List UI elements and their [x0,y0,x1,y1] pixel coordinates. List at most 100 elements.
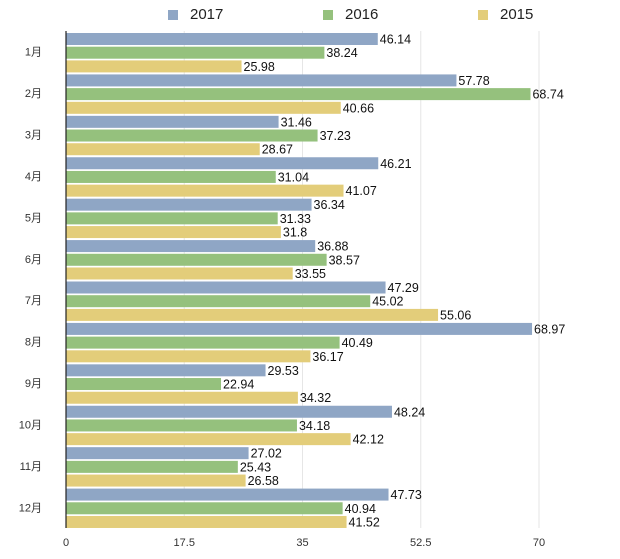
legend-swatch-2017 [168,9,178,20]
bar-2017 [66,240,316,253]
bar-value-label: 27.02 [251,447,282,461]
bar-2015 [66,474,246,487]
bar-value-label: 28.67 [262,143,293,157]
bar-value-label: 68.74 [532,88,563,102]
bar-value-label: 31.04 [278,170,309,184]
bar-2017 [66,281,386,294]
bar-2016 [66,46,325,59]
bar-value-label: 36.34 [314,198,345,212]
legend-swatch-2015 [478,9,488,20]
bar-2016 [66,460,238,473]
bar-value-label: 31.46 [281,115,312,129]
bar-2015 [66,226,281,239]
bar-2015 [66,515,347,528]
bar-value-label: 47.73 [391,488,422,502]
x-tick-label: 17.5 [174,537,195,549]
bar-value-label: 41.52 [349,515,380,529]
legend-label-2015: 2015 [500,6,534,23]
bar-value-label: 55.06 [440,308,471,322]
bar-value-label: 38.24 [326,46,357,60]
x-tick-label: 70 [533,537,545,549]
legend-label-2016: 2016 [345,6,379,23]
bar-value-label: 34.18 [299,419,330,433]
bar-value-label: 40.49 [342,336,373,350]
bar-value-label: 46.21 [380,157,411,171]
bar-value-label: 45.02 [372,295,403,309]
legend-label-2017: 2017 [190,6,224,23]
legend-item-2016: 2016 [323,6,378,23]
category-label: 3月 [25,130,42,142]
bar-2015 [66,60,242,73]
bar-2016 [66,336,340,349]
category-label: 4月 [25,171,42,183]
bar-value-label: 36.88 [317,240,348,254]
bar-2015 [66,184,344,197]
bar-value-label: 38.57 [329,253,360,267]
bar-value-label: 31.33 [280,212,311,226]
bar-2015 [66,143,260,156]
bar-2017 [66,198,312,211]
bar-2017 [66,115,279,128]
legend: 2017 2016 2015 [0,6,620,26]
bar-2017 [66,322,533,335]
category-label: 2月 [25,88,42,100]
bar-2015 [66,433,351,446]
x-tick-label: 35 [296,537,308,549]
bar-2017 [66,364,266,377]
bar-value-label: 34.32 [300,391,331,405]
category-label: 9月 [25,378,42,390]
bar-2016 [66,129,318,142]
bar-value-label: 37.23 [320,129,351,143]
bar-value-label: 68.97 [534,322,565,336]
bar-2015 [66,267,293,280]
category-label: 11月 [20,461,42,473]
bar-value-label: 31.8 [283,226,307,240]
bar-2015 [66,101,341,114]
legend-item-2017: 2017 [168,6,223,23]
bar-2017 [66,447,249,460]
bar-2016 [66,419,297,432]
bar-2016 [66,253,327,266]
bar-value-label: 33.55 [295,267,326,281]
bar-2016 [66,378,222,391]
bar-value-label: 46.14 [380,33,411,47]
bar-2017 [66,74,457,87]
category-label: 8月 [25,337,42,349]
bar-2016 [66,295,371,308]
category-label: 6月 [25,254,42,266]
bar-2016 [66,212,278,225]
bar-value-label: 25.43 [240,460,271,474]
bar-2015 [66,308,439,321]
bar-value-label: 22.94 [223,378,254,392]
bar-value-label: 25.98 [244,60,275,74]
category-label: 7月 [25,295,42,307]
category-label: 10月 [19,419,42,431]
bar-2015 [66,350,311,363]
bar-2015 [66,391,298,404]
bar-value-label: 36.17 [312,350,343,364]
bar-2017 [66,405,392,418]
category-label: 1月 [25,47,42,59]
x-tick-label: 52.5 [410,537,431,549]
bar-value-label: 29.53 [268,364,299,378]
bar-value-label: 57.78 [458,74,489,88]
bar-value-label: 48.24 [394,405,425,419]
bar-value-label: 41.07 [346,184,377,198]
legend-item-2015: 2015 [478,6,533,23]
bar-2017 [66,33,378,45]
bar-value-label: 47.29 [388,281,419,295]
category-label: 12月 [19,502,42,514]
bar-value-label: 42.12 [353,433,384,447]
bar-value-label: 26.58 [248,474,279,488]
bar-2017 [66,157,379,170]
bar-value-label: 40.94 [345,502,376,516]
bar-2016 [66,502,343,515]
bar-2016 [66,88,531,101]
category-label: 5月 [25,212,42,224]
x-tick-label: 0 [63,537,69,549]
bar-2016 [66,170,276,183]
bar-2017 [66,488,389,501]
bar-value-label: 40.66 [343,101,374,115]
legend-swatch-2016 [323,9,333,20]
